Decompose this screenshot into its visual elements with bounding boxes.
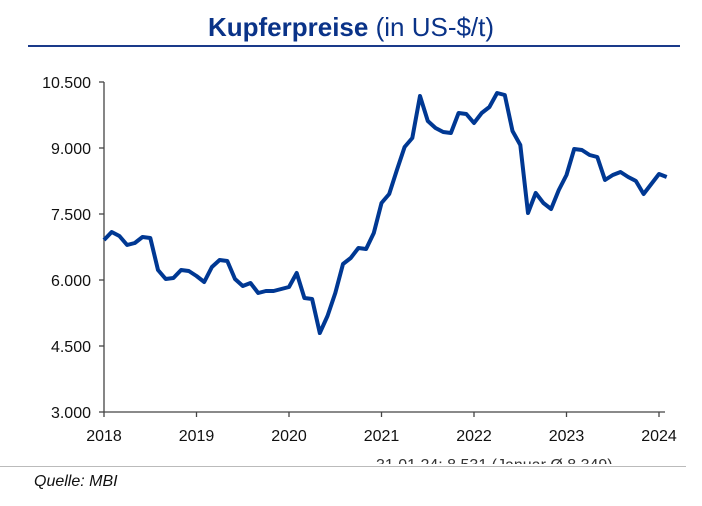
x-tick-label: 2023 [549, 428, 585, 445]
chart-title: Kupferpreise (in US-$/t) [0, 12, 702, 43]
title-main: Kupferpreise [207, 12, 369, 42]
y-tick-label: 3.000 [51, 405, 91, 422]
price-line [102, 91, 668, 335]
footer-divider [0, 466, 686, 467]
y-tick-label: 10.500 [42, 75, 91, 92]
title-divider [28, 45, 680, 47]
y-tick-label: 9.000 [51, 141, 91, 158]
x-tick-label: 2020 [271, 428, 307, 445]
x-tick-label: 2021 [364, 428, 400, 445]
y-tick-label: 7.500 [51, 207, 91, 224]
source-label: Quelle: MBI [34, 473, 118, 490]
title-unit: (in US-$/t) [375, 12, 495, 42]
y-tick-label: 4.500 [51, 339, 91, 356]
x-tick-label: 2024 [641, 428, 677, 445]
x-tick-label: 2019 [179, 428, 215, 445]
x-tick-label: 2022 [456, 428, 492, 445]
clipped-note: 31.01.24: 8.531 (Januar Ø 8.349) [376, 455, 613, 464]
y-tick-label: 6.000 [51, 273, 91, 290]
x-tick-label: 2018 [86, 428, 122, 445]
